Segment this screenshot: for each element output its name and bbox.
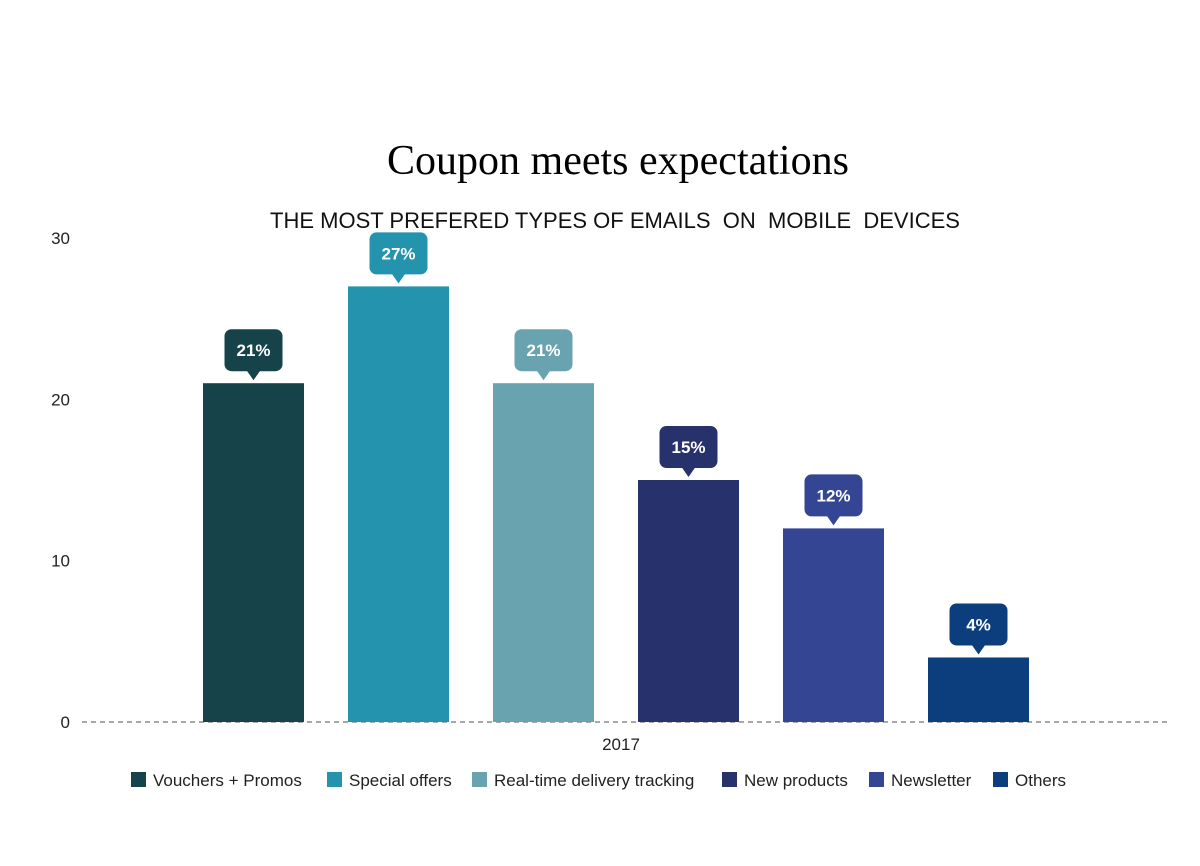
bar-3	[493, 383, 594, 722]
data-label-pointer	[536, 370, 551, 381]
legend-item-4: New products	[722, 771, 848, 790]
y-tick-label: 20	[51, 390, 70, 409]
y-axis: 0 10 20 30	[51, 229, 70, 732]
data-label-pointer	[971, 644, 986, 655]
data-label-pointer	[826, 515, 841, 526]
legend-swatch	[131, 772, 146, 787]
legend-item-1: Vouchers + Promos	[131, 771, 302, 790]
legend-item-2: Special offers	[327, 771, 452, 790]
legend-swatch	[722, 772, 737, 787]
legend-swatch	[472, 772, 487, 787]
legend-item-5: Newsletter	[869, 771, 972, 790]
data-label-bubble	[804, 474, 863, 517]
data-label-5: 12%	[804, 474, 863, 526]
legend-label: Special offers	[349, 771, 452, 790]
data-label-bubble	[659, 426, 718, 468]
x-tick-label: 2017	[602, 735, 640, 754]
data-label-bubble	[369, 232, 428, 275]
data-label-text: 4%	[966, 615, 991, 634]
legend-swatch	[327, 772, 342, 787]
data-label-6: 4%	[949, 603, 1008, 655]
data-label-3: 21%	[514, 329, 573, 381]
legend-label: Others	[1015, 771, 1066, 790]
legend-label: Real-time delivery tracking	[494, 771, 694, 790]
data-label-4: 15%	[659, 426, 718, 477]
data-label-bubble	[949, 603, 1008, 646]
bars-group	[203, 286, 1029, 722]
data-label-text: 21%	[236, 341, 270, 360]
bar-2	[348, 286, 449, 722]
y-tick-label: 0	[61, 713, 70, 732]
bar-6	[928, 657, 1029, 722]
chart-title: Coupon meets expectations	[387, 138, 849, 184]
data-label-2: 27%	[369, 232, 428, 284]
bar-5	[783, 528, 884, 722]
bar-4	[638, 480, 739, 722]
legend: Vouchers + Promos Special offers Real-time…	[131, 771, 1066, 790]
data-label-bubble	[514, 329, 573, 372]
legend-label: Newsletter	[891, 771, 972, 790]
data-label-text: 15%	[671, 438, 705, 457]
legend-label: New products	[744, 771, 848, 790]
y-tick-label: 10	[51, 552, 70, 571]
data-label-text: 21%	[526, 341, 560, 360]
data-label-pointer	[391, 273, 406, 284]
legend-swatch	[869, 772, 884, 787]
data-label-pointer	[246, 370, 261, 381]
legend-swatch	[993, 772, 1008, 787]
legend-item-3: Real-time delivery tracking	[472, 771, 694, 790]
data-label-pointer	[681, 467, 696, 477]
chart-subtitle: THE MOST PREFERED TYPES OF EMAILS ON MOB…	[270, 208, 960, 233]
data-labels-group: 21% 27% 21% 15% 12% 4%	[224, 232, 1008, 655]
data-label-bubble	[224, 329, 283, 372]
data-label-text: 27%	[381, 244, 415, 263]
y-tick-label: 30	[51, 229, 70, 248]
legend-item-6: Others	[993, 771, 1066, 790]
data-label-text: 12%	[816, 486, 850, 505]
data-label-1: 21%	[224, 329, 283, 381]
legend-label: Vouchers + Promos	[153, 771, 302, 790]
bar-1	[203, 383, 304, 722]
